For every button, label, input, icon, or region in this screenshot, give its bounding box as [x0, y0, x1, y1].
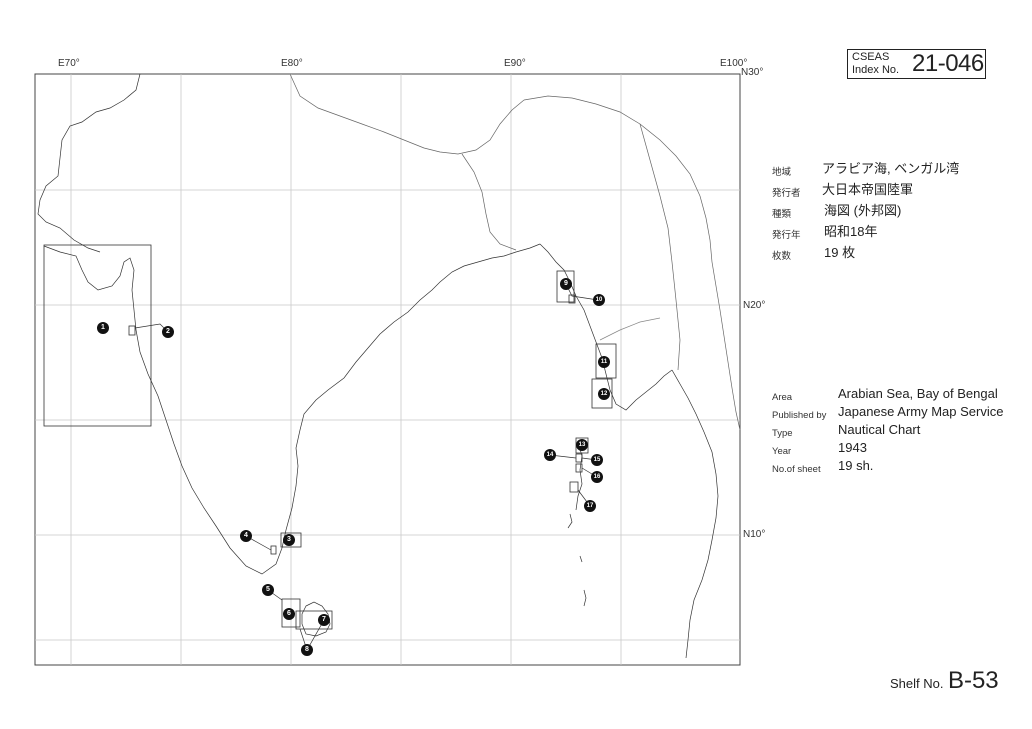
shelf-value: B-53 [947, 667, 999, 694]
info-en-key: Published by [772, 410, 827, 421]
map-frame [34, 73, 741, 666]
sheet-marker-14: 14 [544, 449, 556, 461]
lat-label-n10: N10° [743, 529, 766, 540]
sheet-marker-7: 7 [318, 614, 330, 626]
sheet-marker-15: 15 [591, 454, 603, 466]
info-en-value: Nautical Chart [838, 422, 921, 437]
sheet-marker-17: 17 [584, 500, 596, 512]
index-label: Index No. [852, 64, 900, 76]
info-en-key: Type [772, 428, 793, 439]
shelf-label: Shelf No. [890, 676, 944, 691]
info-ja-key: 地域 [772, 167, 792, 178]
graticule [35, 74, 740, 665]
info-en-value: Japanese Army Map Service [838, 404, 1004, 419]
shelf-number: Shelf No. B-53 [890, 667, 999, 695]
coastlines [37, 73, 741, 659]
sheet-marker-2: 2 [162, 326, 174, 338]
sheet-marker-4: 4 [240, 530, 252, 542]
info-en-value: 1943 [838, 440, 867, 455]
info-ja-key: 発行者 [772, 188, 801, 199]
sheet-marker-16: 16 [591, 471, 603, 483]
info-ja-key: 種類 [772, 209, 792, 220]
sheet-marker-8: 8 [301, 644, 313, 656]
info-en-value: Arabian Sea, Bay of Bengal [838, 386, 998, 401]
sheet-marker-6: 6 [283, 608, 295, 620]
info-ja-value: 海図 (外邦図) [824, 203, 902, 218]
info-en-value: 19 sh. [838, 458, 874, 473]
lon-label-e100: E100° [720, 58, 748, 69]
info-en-key: Area [772, 392, 793, 403]
index-org: CSEAS [852, 51, 890, 63]
index-number: 21-046 [912, 50, 984, 77]
sheet-marker-3: 3 [283, 534, 295, 546]
info-ja-value: アラビア海, ベンガル湾 [822, 161, 960, 176]
sheet-marker-9: 9 [560, 278, 572, 290]
info-ja-value: 大日本帝国陸軍 [822, 182, 914, 197]
sheet-marker-12: 12 [598, 388, 610, 400]
info-en-key: No.of sheet [772, 464, 821, 475]
info-ja-key: 枚数 [772, 251, 792, 262]
info-ja-value: 昭和18年 [824, 224, 878, 239]
lat-label-n30: N30° [741, 67, 764, 78]
info-en-key: Year [772, 446, 792, 457]
sheet-marker-1: 1 [97, 322, 109, 334]
sheet-marker-11: 11 [598, 356, 610, 368]
sheet-marker-5: 5 [262, 584, 274, 596]
lon-label-e90: E90° [504, 58, 526, 69]
info-ja-value: 19 枚 [824, 245, 856, 260]
lon-label-e80: E80° [281, 58, 303, 69]
index-number-box: CSEAS Index No. 21-046 [847, 49, 986, 79]
sheet-marker-13: 13 [576, 439, 588, 451]
lon-label-e70: E70° [58, 58, 80, 69]
info-ja-key: 発行年 [772, 230, 801, 241]
sheet-marker-10: 10 [593, 294, 605, 306]
lat-label-n20: N20° [743, 300, 766, 311]
